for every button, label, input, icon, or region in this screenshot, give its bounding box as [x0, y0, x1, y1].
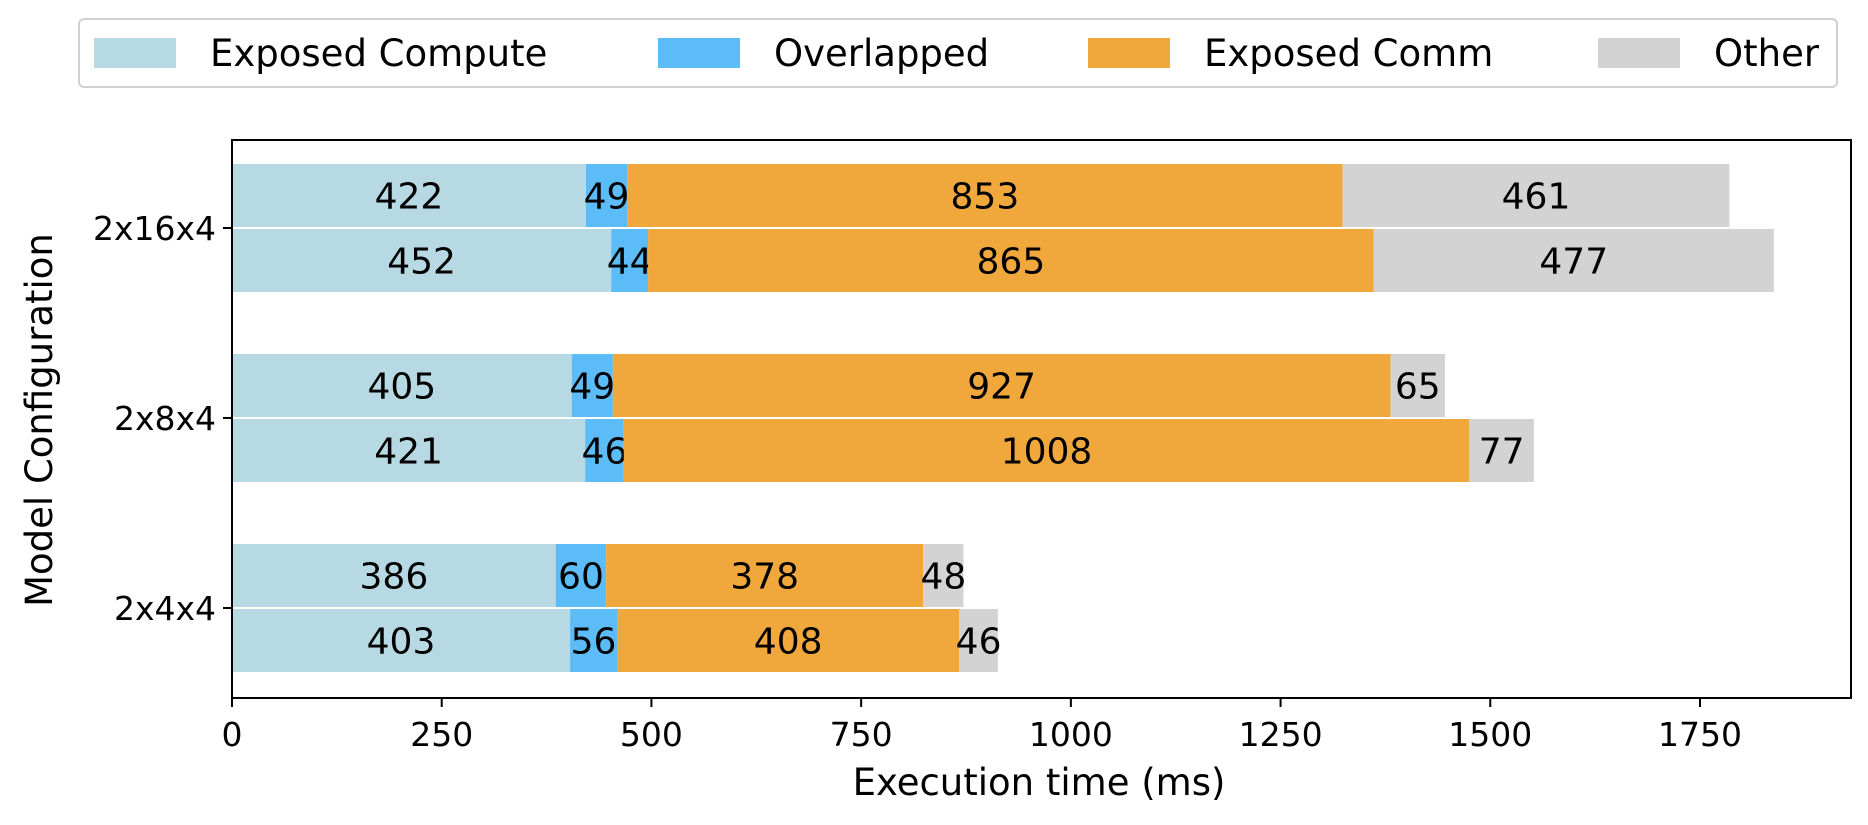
- chart-legend: Exposed Compute Overlapped Exposed Comm …: [78, 18, 1838, 88]
- data-label-overlapped-2x4x4-1: 60: [558, 557, 604, 598]
- bar-exposed-comm-2x16x4-1: [627, 164, 1343, 227]
- y-tick-label-2x4x4: 2x4x4: [114, 589, 216, 628]
- bar-overlapped-2x4x4-2: [570, 609, 618, 672]
- data-label-overlapped-2x16x4-2: 44: [607, 242, 653, 283]
- data-label-overlapped-2x4x4-2: 56: [571, 622, 617, 663]
- bar-other-2x4x4-1: [923, 544, 964, 607]
- x-axis-label: Execution time (ms): [853, 761, 1226, 804]
- legend-item-other: Other: [1598, 20, 1819, 86]
- bar-exposed-comm-2x4x4-2: [617, 609, 960, 672]
- bar-other-2x4x4-2: [959, 609, 998, 672]
- data-label-exposed-comm-2x8x4-2: 1008: [1001, 432, 1093, 473]
- legend-label-overlapped: Overlapped: [774, 31, 990, 75]
- bar-exposed-compute-2x8x4-2: [232, 419, 586, 482]
- bar-exposed-compute-2x4x4-2: [232, 609, 571, 672]
- legend-swatch-exposed-compute: [94, 38, 176, 68]
- data-label-exposed-comm-2x16x4-1: 853: [951, 177, 1020, 218]
- x-tick-label-250: 250: [410, 715, 473, 754]
- data-label-exposed-compute-2x4x4-1: 386: [360, 557, 429, 598]
- data-label-other-2x16x4-1: 461: [1502, 177, 1571, 218]
- bar-overlapped-2x8x4-1: [571, 354, 613, 417]
- data-label-exposed-compute-2x16x4-2: 452: [387, 242, 456, 283]
- bar-other-2x16x4-1: [1342, 164, 1730, 227]
- data-label-overlapped-2x8x4-1: 49: [569, 367, 615, 408]
- data-label-exposed-compute-2x8x4-1: 405: [368, 367, 437, 408]
- bar-exposed-comm-2x4x4-1: [606, 544, 924, 607]
- x-tick-label-1750: 1750: [1658, 715, 1742, 754]
- legend-swatch-exposed-comm: [1088, 38, 1170, 68]
- legend-item-exposed-compute: Exposed Compute: [94, 20, 547, 86]
- bar-exposed-comm-2x16x4-2: [648, 229, 1374, 292]
- bar-exposed-comm-2x8x4-2: [623, 419, 1470, 482]
- data-label-exposed-comm-2x16x4-2: 865: [977, 242, 1046, 283]
- legend-item-exposed-comm: Exposed Comm: [1088, 20, 1493, 86]
- data-label-exposed-comm-2x8x4-1: 927: [967, 367, 1036, 408]
- bar-overlapped-2x16x4-2: [611, 229, 649, 292]
- x-tick-label-0: 0: [222, 715, 243, 754]
- y-axis-label: Model Configuration: [18, 233, 61, 607]
- x-tick-label-1250: 1250: [1239, 715, 1323, 754]
- legend-label-other: Other: [1714, 31, 1820, 75]
- legend-label-exposed-comm: Exposed Comm: [1204, 31, 1494, 75]
- x-tick-label-1500: 1500: [1448, 715, 1532, 754]
- bar-exposed-compute-2x16x4-2: [232, 229, 612, 292]
- bar-other-2x8x4-2: [1469, 419, 1534, 482]
- bar-other-2x8x4-1: [1390, 354, 1445, 417]
- data-label-overlapped-2x16x4-1: 49: [584, 177, 630, 218]
- bar-exposed-compute-2x4x4-1: [232, 544, 556, 607]
- legend-label-exposed-compute: Exposed Compute: [210, 31, 548, 75]
- legend-swatch-overlapped: [658, 38, 740, 68]
- bar-exposed-compute-2x8x4-1: [232, 354, 572, 417]
- legend-swatch-other: [1598, 38, 1680, 68]
- data-label-exposed-compute-2x16x4-1: 422: [375, 177, 444, 218]
- data-label-other-2x16x4-2: 477: [1539, 242, 1608, 283]
- legend-item-overlapped: Overlapped: [658, 20, 989, 86]
- data-label-overlapped-2x8x4-2: 46: [582, 432, 628, 473]
- bar-exposed-comm-2x8x4-1: [612, 354, 1391, 417]
- x-tick-label-750: 750: [830, 715, 893, 754]
- data-label-other-2x4x4-1: 48: [920, 557, 966, 598]
- bar-overlapped-2x16x4-1: [585, 164, 628, 227]
- data-label-other-2x8x4-2: 77: [1479, 432, 1525, 473]
- bar-other-2x16x4-2: [1373, 229, 1774, 292]
- x-tick-label-500: 500: [620, 715, 683, 754]
- bar-exposed-compute-2x16x4-1: [232, 164, 586, 227]
- data-label-exposed-compute-2x4x4-2: 403: [367, 622, 436, 663]
- data-label-other-2x4x4-2: 46: [956, 622, 1002, 663]
- data-label-other-2x8x4-1: 65: [1395, 367, 1441, 408]
- bar-overlapped-2x8x4-2: [585, 419, 624, 482]
- y-tick-label-2x8x4: 2x8x4: [114, 399, 216, 438]
- bar-overlapped-2x4x4-1: [555, 544, 607, 607]
- y-tick-label-2x16x4: 2x16x4: [93, 209, 216, 248]
- data-label-exposed-comm-2x4x4-1: 378: [730, 557, 799, 598]
- data-label-exposed-comm-2x4x4-2: 408: [754, 622, 823, 663]
- data-label-exposed-compute-2x8x4-2: 421: [374, 432, 443, 473]
- x-tick-label-1000: 1000: [1029, 715, 1113, 754]
